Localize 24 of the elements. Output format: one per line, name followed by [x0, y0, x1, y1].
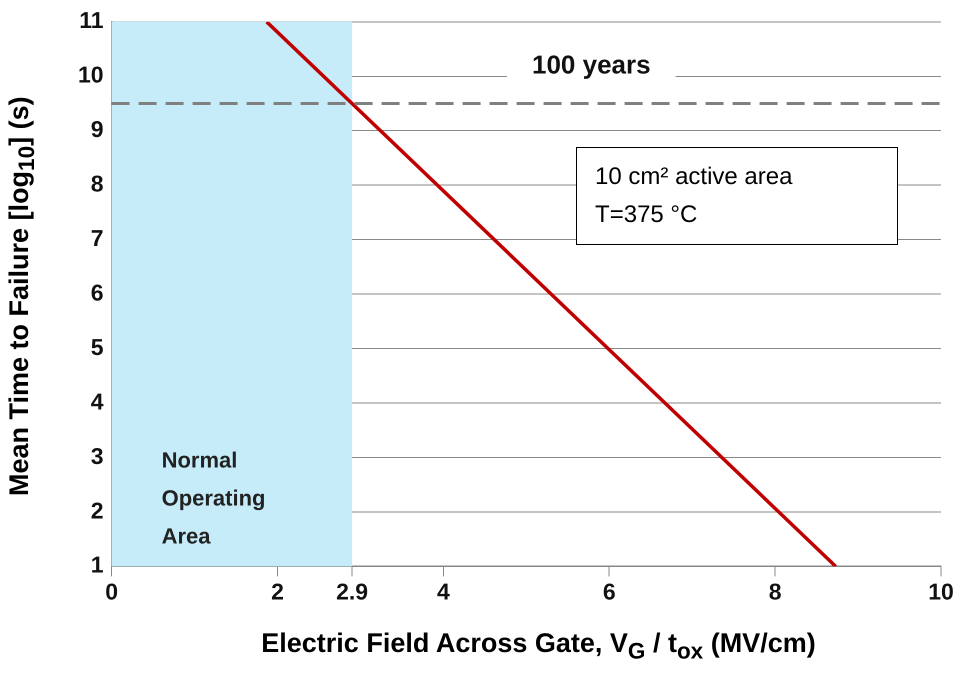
x-tick-label: 4 [436, 578, 450, 605]
x-tick-label: 6 [602, 578, 616, 605]
y-tick-label: 2 [90, 497, 104, 524]
y-tick-label: 9 [90, 116, 104, 142]
band-label: Normal Operating Area [162, 447, 266, 548]
annotation: T=375 °C [595, 200, 698, 230]
note-box: 10 cm² active area T=375 °C [576, 147, 898, 246]
y-tick-label: 3 [90, 442, 104, 469]
ref-line-label: 100 years [532, 50, 651, 80]
y-tick-label: 1 [90, 552, 104, 578]
x-tick-label: 0 [105, 578, 118, 605]
y-tick-label: 11 [79, 7, 104, 34]
y-tick-label: 8 [90, 170, 104, 197]
y-tick-label: 4 [90, 388, 104, 414]
x-axis-title: Electric Field Across Gate, V$_{G}$ / t$_{ox}$ (MV/cm) [260, 628, 817, 664]
x-tick-label: 2.9 [336, 578, 368, 605]
y-tick-label: 6 [90, 279, 104, 306]
y-tick-label: 10 [78, 62, 104, 88]
x-tick-label: 10 [928, 578, 954, 605]
y-tick-label: 5 [90, 334, 104, 360]
y-tick-label: 7 [90, 224, 104, 251]
x-tick-label: 2 [271, 578, 284, 605]
x-tick-label: 8 [768, 578, 782, 605]
annotation: 10 cm² active area [595, 162, 794, 192]
